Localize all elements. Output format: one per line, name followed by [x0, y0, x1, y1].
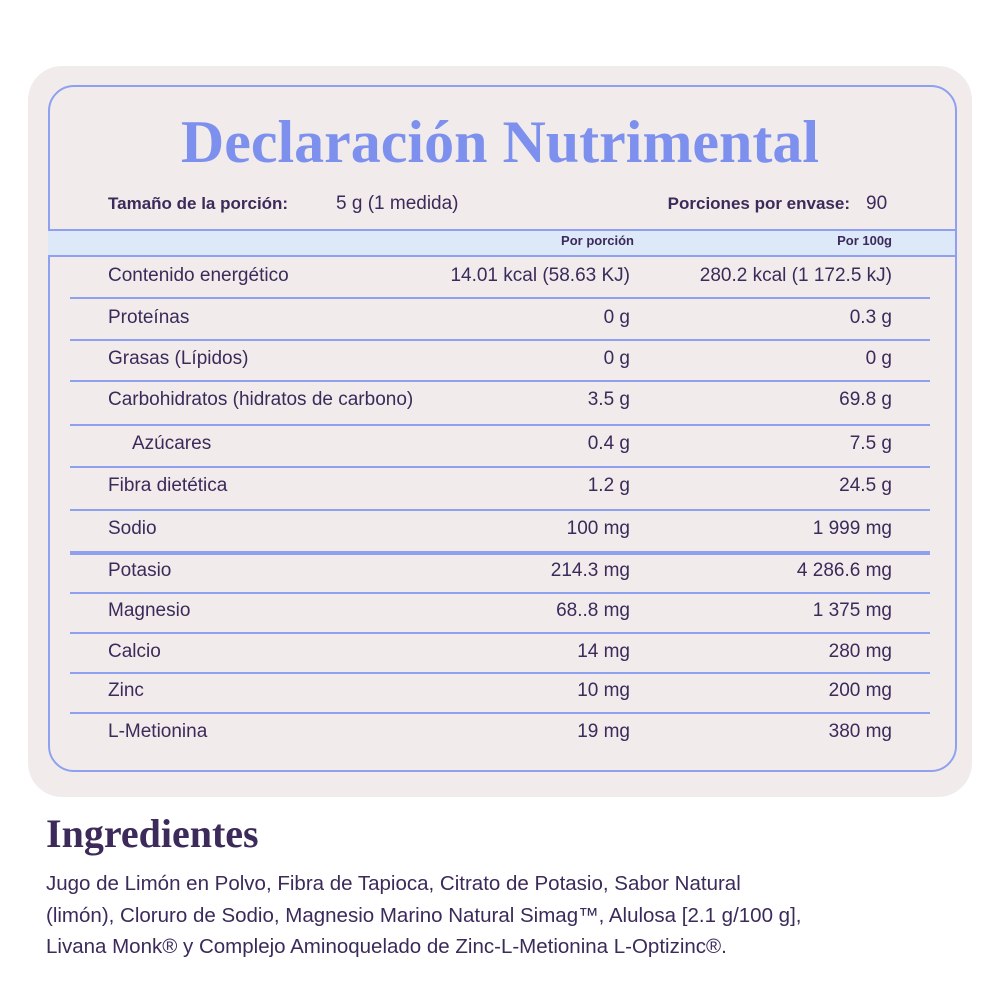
title: Declaración Nutrimental	[180, 109, 820, 175]
per-portion: 3.5 g	[587, 389, 630, 410]
row-rule	[70, 380, 930, 382]
row-rule	[70, 551, 930, 555]
nutrient-name: Grasas (Lípidos)	[108, 348, 249, 369]
nutrient-name: Contenido energético	[108, 265, 289, 286]
per-100g: 200 mg	[828, 680, 892, 701]
per-portion: 214.3 mg	[550, 560, 630, 581]
per-100g: 1 999 mg	[812, 518, 892, 539]
per-100g: 7.5 g	[849, 433, 892, 454]
serving-label: Tamaño de la porción:	[108, 194, 289, 213]
nutrient-name: Calcio	[108, 641, 161, 662]
per-100g: 0.3 g	[849, 307, 892, 328]
row-rule	[70, 339, 930, 341]
per-100g: 24.5 g	[839, 475, 892, 496]
per-100g: 0 g	[865, 348, 892, 369]
row-rule	[70, 592, 930, 594]
row-rule	[70, 672, 930, 674]
per-portion: 0 g	[603, 348, 630, 369]
row-rule	[70, 632, 930, 634]
per-100g: 1 375 mg	[812, 600, 892, 621]
per-portion: 14 mg	[577, 641, 630, 662]
ingredients-line: Jugo de Limón en Polvo, Fibra de Tapioca…	[46, 872, 741, 895]
nutrient-name: L-Metionina	[108, 721, 208, 742]
row-rule	[70, 297, 930, 299]
per-100g: 69.8 g	[839, 389, 892, 410]
nutrient-name: Carbohidratos (hidratos de carbono)	[108, 389, 414, 410]
column-header: Por 100g	[837, 233, 892, 248]
nutrient-name: Azúcares	[132, 433, 212, 454]
per-portion: 10 mg	[577, 680, 630, 701]
header-band	[48, 229, 955, 257]
nutrient-name: Magnesio	[108, 600, 191, 621]
serving-value: 5 g (1 medida)	[336, 193, 459, 214]
row-rule	[70, 509, 930, 511]
per-100g: 280 mg	[828, 641, 892, 662]
row-rule	[70, 466, 930, 468]
row-rule	[70, 424, 930, 426]
row-rule	[70, 712, 930, 714]
servings-label: Porciones por envase:	[667, 194, 850, 213]
per-portion: 0.4 g	[587, 433, 630, 454]
per-portion: 0 g	[603, 307, 630, 328]
nutrient-name: Proteínas	[108, 307, 190, 328]
per-portion: 68..8 mg	[556, 600, 630, 621]
nutrient-name: Sodio	[108, 518, 157, 539]
per-portion: 14.01 kcal (58.63 KJ)	[450, 265, 630, 286]
nutrient-name: Potasio	[108, 560, 172, 581]
nutrient-name: Fibra dietética	[108, 475, 228, 496]
column-header: Por porción	[561, 233, 634, 248]
per-portion: 1.2 g	[587, 475, 630, 496]
per-100g: 280.2 kcal (1 172.5 kJ)	[699, 265, 892, 286]
per-portion: 19 mg	[577, 721, 630, 742]
per-100g: 380 mg	[828, 721, 892, 742]
servings-value: 90	[866, 193, 888, 214]
ingredients-title: Ingredientes	[46, 811, 259, 856]
ingredients-line: (limón), Cloruro de Sodio, Magnesio Mari…	[46, 903, 802, 927]
per-portion: 100 mg	[566, 518, 630, 539]
panel	[28, 66, 972, 797]
per-100g: 4 286.6 mg	[796, 560, 892, 581]
ingredients-line: Livana Monk® y Complejo Aminoquelado de …	[46, 935, 727, 958]
nutrient-name: Zinc	[108, 680, 144, 701]
panel-border	[48, 85, 957, 772]
